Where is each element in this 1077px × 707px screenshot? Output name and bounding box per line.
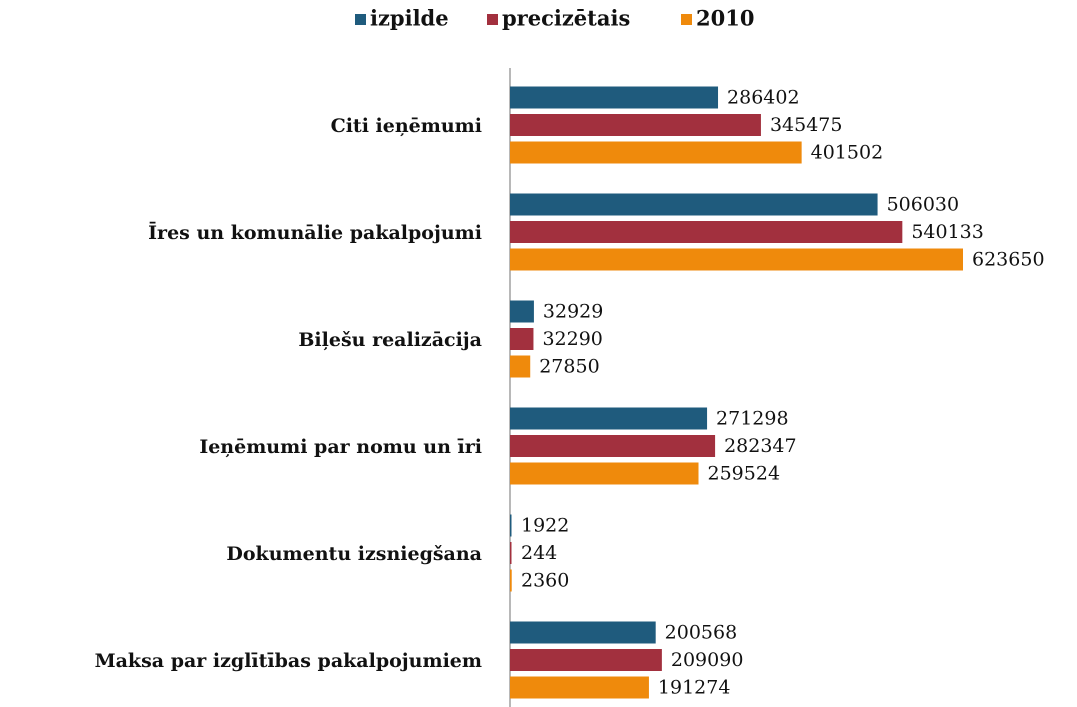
bar [510, 649, 662, 671]
category-label: Īres un komunālie pakalpojumi [148, 222, 482, 244]
category-label: Dokumentu izsniegšana [226, 543, 482, 565]
bar [510, 193, 878, 216]
legend-swatch [681, 14, 692, 25]
value-label: 32929 [543, 301, 603, 323]
value-label: 259524 [708, 463, 781, 485]
legend-label: precizētais [502, 6, 630, 31]
legend-label: izpilde [370, 6, 449, 31]
value-label: 401502 [811, 142, 884, 164]
category-label: Biļešu realizācija [298, 329, 482, 351]
bar [510, 328, 534, 350]
value-label: 271298 [716, 408, 789, 430]
value-label: 623650 [972, 249, 1045, 271]
value-label: 286402 [727, 87, 800, 109]
bar [510, 569, 512, 592]
bar [510, 221, 903, 243]
value-label: 27850 [539, 356, 599, 378]
bar [510, 86, 719, 109]
bar [510, 355, 531, 378]
value-label: 191274 [658, 677, 731, 699]
bar [510, 114, 761, 136]
value-label: 32290 [542, 328, 602, 350]
bar [510, 621, 656, 644]
value-label: 2360 [521, 570, 569, 592]
legend-swatch [355, 14, 366, 25]
bar [510, 300, 534, 323]
category-label: Citi ieņēmumi [331, 115, 482, 137]
bar [510, 407, 708, 430]
bar [510, 542, 512, 564]
value-label: 244 [521, 542, 557, 564]
bar [510, 435, 716, 457]
bar [510, 676, 649, 699]
category-label: Ieņēmumi par nomu un īri [199, 436, 482, 458]
value-label: 209090 [671, 649, 744, 671]
bar [510, 248, 963, 271]
bar [510, 141, 802, 164]
value-label: 345475 [770, 114, 843, 136]
legend-swatch [487, 14, 498, 25]
value-label: 1922 [521, 515, 569, 537]
value-label: 200568 [665, 622, 738, 644]
value-label: 540133 [911, 221, 984, 243]
value-label: 506030 [887, 194, 960, 216]
bar [510, 462, 699, 485]
legend-label: 2010 [696, 6, 754, 31]
category-label: Maksa par izglītības pakalpojumiem [95, 650, 482, 672]
value-label: 282347 [724, 435, 797, 457]
bar [510, 514, 512, 537]
